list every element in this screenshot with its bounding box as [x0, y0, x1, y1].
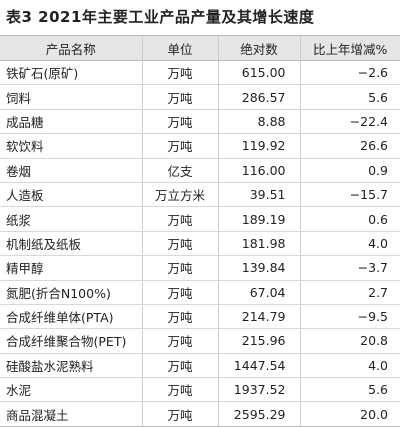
table-body: 铁矿石(原矿) 万吨 615.00 −2.6 饲料 万吨 286.57 5.6 成品糖 万吨 8.8…: [0, 60, 400, 427]
product-name: 成品糖: [0, 109, 142, 135]
absolute-value: 67.04: [217, 280, 300, 305]
table-row: 软饮料 万吨 119.92 26.6: [0, 133, 400, 159]
table-row: 纸浆 万吨 189.19 0.6: [0, 206, 400, 232]
unit: 万吨: [141, 377, 218, 403]
table-title: 表3 2021年主要工业产品产量及其增长速度: [6, 8, 315, 26]
absolute-value: 8.88: [217, 109, 300, 135]
table-row: 氮肥(折合N100%) 万吨 67.04 2.7: [0, 280, 400, 305]
table-row: 铁矿石(原矿) 万吨 615.00 −2.6: [0, 60, 400, 86]
table-row: 硅酸盐水泥熟料 万吨 1447.54 4.0: [0, 353, 400, 379]
unit: 万吨: [141, 60, 218, 86]
table-row: 精甲醇 万吨 139.84 −3.7: [0, 255, 400, 281]
table-row: 商品混凝土 万吨 2595.29 20.0: [0, 401, 400, 427]
absolute-value: 39.51: [217, 182, 300, 208]
unit: 万立方米: [141, 182, 218, 208]
header-cell: 绝对数: [217, 35, 300, 61]
unit: 万吨: [141, 304, 218, 330]
absolute-value: 1447.54: [217, 353, 300, 379]
product-name: 精甲醇: [0, 255, 142, 281]
change-percent: −3.7: [299, 255, 400, 281]
table-row: 饲料 万吨 286.57 5.6: [0, 84, 400, 110]
change-percent: −9.5: [299, 304, 400, 330]
product-name: 纸浆: [0, 206, 142, 232]
change-percent: 5.6: [299, 377, 400, 403]
unit: 万吨: [141, 84, 218, 110]
absolute-value: 215.96: [217, 328, 300, 354]
unit: 万吨: [141, 328, 218, 354]
table-header: 产品名称 单位 绝对数 比上年增减%: [0, 35, 400, 61]
header-cell: 产品名称: [0, 35, 142, 61]
unit: 万吨: [141, 206, 218, 232]
product-name: 机制纸及纸板: [0, 231, 142, 257]
product-name: 合成纤维聚合物(PET): [0, 328, 142, 354]
unit: 万吨: [141, 231, 218, 257]
table-row: 合成纤维聚合物(PET) 万吨 215.96 20.8: [0, 328, 400, 354]
table-row: 水泥 万吨 1937.52 5.6: [0, 377, 400, 403]
absolute-value: 1937.52: [217, 377, 300, 403]
product-name: 软饮料: [0, 133, 142, 159]
absolute-value: 615.00: [217, 60, 300, 86]
absolute-value: 181.98: [217, 231, 300, 257]
absolute-value: 116.00: [217, 158, 300, 183]
absolute-value: 214.79: [217, 304, 300, 330]
unit: 万吨: [141, 353, 218, 379]
product-name: 人造板: [0, 182, 142, 208]
header-cell: 单位: [141, 35, 218, 61]
change-percent: 4.0: [299, 231, 400, 257]
change-percent: 26.6: [299, 133, 400, 159]
product-name: 硅酸盐水泥熟料: [0, 353, 142, 379]
table-row: 卷烟 亿支 116.00 0.9: [0, 158, 400, 183]
change-percent: −15.7: [299, 182, 400, 208]
change-percent: 0.6: [299, 206, 400, 232]
absolute-value: 139.84: [217, 255, 300, 281]
change-percent: 2.7: [299, 280, 400, 305]
header-cell: 比上年增减%: [299, 35, 400, 61]
change-percent: 20.8: [299, 328, 400, 354]
unit: 万吨: [141, 401, 218, 427]
absolute-value: 119.92: [217, 133, 300, 159]
table-row: 合成纤维单体(PTA) 万吨 214.79 −9.5: [0, 304, 400, 330]
product-name: 卷烟: [0, 158, 142, 183]
change-percent: 5.6: [299, 84, 400, 110]
unit: 万吨: [141, 133, 218, 159]
unit: 万吨: [141, 280, 218, 305]
table-row: 机制纸及纸板 万吨 181.98 4.0: [0, 231, 400, 257]
absolute-value: 286.57: [217, 84, 300, 110]
change-percent: −2.6: [299, 60, 400, 86]
product-name: 铁矿石(原矿): [0, 60, 142, 86]
unit: 万吨: [141, 255, 218, 281]
product-name: 合成纤维单体(PTA): [0, 304, 142, 330]
product-name: 商品混凝土: [0, 401, 142, 427]
product-name: 水泥: [0, 377, 142, 403]
unit: 万吨: [141, 109, 218, 135]
change-percent: 0.9: [299, 158, 400, 183]
table-row: 成品糖 万吨 8.88 −22.4: [0, 109, 400, 135]
header-row: 产品名称 单位 绝对数 比上年增减%: [0, 35, 400, 61]
change-percent: −22.4: [299, 109, 400, 135]
absolute-value: 189.19: [217, 206, 300, 232]
change-percent: 4.0: [299, 353, 400, 379]
product-name: 饲料: [0, 84, 142, 110]
production-table: 产品名称 单位 绝对数 比上年增减% 铁矿石(原矿) 万吨 615.00 −2.6 饲料…: [0, 35, 400, 427]
absolute-value: 2595.29: [217, 401, 300, 427]
change-percent: 20.0: [299, 401, 400, 427]
product-name: 氮肥(折合N100%): [0, 280, 142, 305]
page: 表3 2021年主要工业产品产量及其增长速度 产品名称 单位 绝对数 比上年增减…: [0, 8, 400, 427]
unit: 亿支: [141, 158, 218, 183]
table-row: 人造板 万立方米 39.51 −15.7: [0, 182, 400, 208]
